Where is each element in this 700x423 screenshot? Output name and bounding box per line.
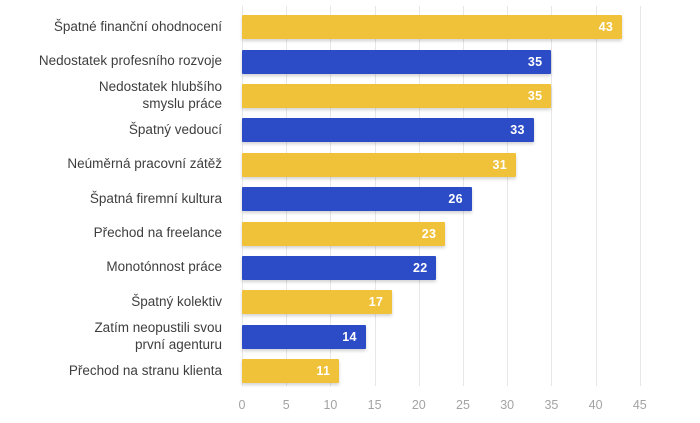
x-tick-label: 35 [544, 398, 559, 413]
bar: 35 [242, 49, 552, 74]
category-label: Zatím neopustili svou první agenturu [94, 319, 222, 352]
category-label: Špatný vedoucí [128, 121, 222, 137]
bar-value-label: 14 [342, 329, 357, 344]
bar-track: 35 [242, 49, 700, 74]
bar-row: Špatné finanční ohodnocení 43 [0, 10, 700, 44]
x-tick-label: 15 [367, 398, 382, 413]
bar-track: 35 [242, 83, 700, 108]
bar-track: 11 [242, 359, 700, 384]
category-label: Přechod na stranu klienta [68, 362, 222, 378]
bar-track: 33 [242, 118, 700, 143]
x-tick-label: 5 [282, 398, 290, 413]
bar-row: Špatný vedoucí 33 [0, 113, 700, 147]
bar-row: Neúměrná pracovní zátěž 31 [0, 148, 700, 182]
x-tick-label: 10 [323, 398, 338, 413]
bar-track: 43 [242, 15, 700, 40]
bar-row: Monotónnost práce 22 [0, 251, 700, 285]
category-label: Přechod na freelance [93, 225, 222, 241]
bar-value-label: 43 [598, 20, 614, 35]
category-label: Nedostatek hlubšího smyslu práce [98, 79, 222, 111]
bar-track: 22 [242, 255, 700, 280]
bar-row: Nedostatek hlubšího smyslu práce 35 [0, 79, 700, 113]
bar: 17 [242, 290, 393, 315]
bar-value-label: 35 [527, 54, 543, 69]
category-label: Špatné finanční ohodnocení [53, 18, 222, 34]
category-label: Špatný kolektiv [131, 293, 222, 309]
bar-value-label: 35 [527, 88, 543, 103]
bar-row: Nedostatek profesního rozvoje 35 [0, 44, 700, 78]
x-tick-label: 0 [238, 398, 246, 413]
bar: 26 [242, 187, 472, 212]
bar: 14 [242, 324, 366, 349]
bar: 23 [242, 221, 446, 246]
bar-row: Zatím neopustili svou první agenturu 14 [0, 320, 700, 354]
category-label: Špatná firemní kultura [89, 190, 222, 206]
bar: 35 [242, 83, 552, 108]
bar-row: Špatná firemní kultura 26 [0, 182, 700, 216]
bar-row: Špatný kolektiv 17 [0, 285, 700, 319]
x-tick-label: 30 [500, 398, 515, 413]
bar: 11 [242, 359, 340, 384]
bar-track: 31 [242, 152, 700, 177]
bar-value-label: 33 [510, 123, 525, 138]
category-label: Monotónnost práce [106, 259, 222, 275]
x-tick-label: 45 [632, 398, 647, 413]
bar-value-label: 31 [492, 157, 508, 172]
bar: 22 [242, 255, 437, 280]
bar-value-label: 22 [412, 260, 428, 275]
bar-row: Přechod na freelance 23 [0, 216, 700, 250]
bar-track: 26 [242, 187, 700, 212]
bar-value-label: 17 [368, 295, 384, 310]
x-axis: 0 5 10 15 20 25 30 35 40 45 [238, 392, 700, 422]
bar-value-label: 23 [421, 226, 437, 241]
bar-value-label: 26 [448, 192, 463, 207]
x-tick-label: 40 [588, 398, 603, 413]
bar: 33 [242, 118, 534, 143]
category-label: Nedostatek profesního rozvoje [38, 53, 222, 69]
bar: 43 [242, 15, 623, 40]
x-tick-label: 25 [456, 398, 470, 413]
rows: Špatné finanční ohodnocení 43 Nedostatek p… [0, 10, 700, 388]
bar-value-label: 11 [316, 364, 331, 379]
bar-track: 23 [242, 221, 700, 246]
bar-row: Přechod na stranu klienta 11 [0, 354, 700, 388]
bar-track: 14 [242, 324, 700, 349]
x-tick-label: 20 [411, 398, 426, 413]
category-label: Neúměrná pracovní zátěž [67, 156, 222, 172]
bar-track: 17 [242, 290, 700, 315]
bar: 31 [242, 152, 517, 177]
